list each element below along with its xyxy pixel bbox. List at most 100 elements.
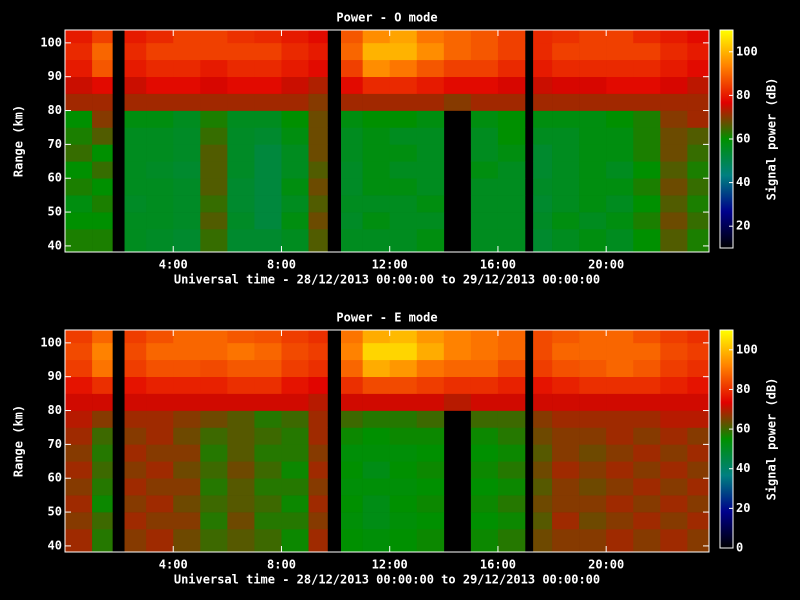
heat-cell: [200, 30, 228, 44]
heat-cell: [389, 461, 418, 479]
heat-cell: [254, 228, 282, 253]
heat-cell: [65, 410, 93, 428]
heat-cell: [308, 93, 328, 111]
heat-cell: [416, 342, 445, 361]
heat-cell: [281, 342, 309, 361]
heat-cell: [552, 512, 580, 530]
heat-cell: [416, 195, 445, 213]
heat-cell: [65, 359, 93, 378]
plot-frame: [64, 29, 710, 253]
heat-cell: [173, 427, 201, 445]
heat-cell: [200, 427, 228, 445]
heat-cell: [533, 161, 553, 179]
heat-cell: [660, 512, 688, 530]
heat-cell: [687, 444, 710, 462]
heat-cell: [124, 93, 147, 111]
heat-cell: [552, 393, 580, 411]
heat-cell: [660, 495, 688, 513]
heat-cell: [389, 444, 418, 462]
heat-cell: [227, 495, 255, 513]
heat-cell: [552, 359, 580, 378]
heat-cell: [579, 178, 607, 196]
heat-cell: [416, 444, 445, 462]
heat-cell: [579, 528, 607, 553]
heat-cell: [633, 342, 661, 361]
heat-cell: [416, 76, 445, 94]
heat-cell: [65, 376, 93, 394]
heat-cell: [687, 30, 710, 44]
heat-cell: [146, 512, 174, 530]
heat-cell: [687, 76, 710, 94]
heat-cell: [579, 42, 607, 61]
heat-cell: [443, 376, 472, 394]
heat-cell: [389, 76, 418, 94]
heat-cell: [687, 144, 710, 162]
heat-cell: [341, 495, 363, 513]
heat-cell: [552, 330, 580, 344]
heat-cell: [362, 410, 391, 428]
y-tick-label: 90: [48, 69, 62, 83]
y-tick-label: 60: [48, 471, 62, 485]
heat-cell: [92, 30, 113, 44]
heat-cell: [281, 127, 309, 145]
heat-cell: [389, 393, 418, 411]
heat-cell: [389, 342, 418, 361]
heat-cell: [92, 195, 113, 213]
heat-cell: [92, 444, 113, 462]
heat-cell: [124, 461, 147, 479]
heat-cell: [533, 427, 553, 445]
heat-cell: [341, 444, 363, 462]
heat-cell: [687, 93, 710, 111]
heat-cell: [308, 212, 328, 230]
heat-cell: [254, 161, 282, 179]
heat-cell: [660, 342, 688, 361]
heat-cell: [497, 127, 526, 145]
heat-cell: [552, 478, 580, 496]
heat-cell: [92, 461, 113, 479]
heat-cell: [362, 212, 391, 230]
heat-cell: [200, 359, 228, 378]
heat-cell: [341, 161, 363, 179]
heat-cell: [389, 528, 418, 553]
heat-cell: [227, 444, 255, 462]
heat-cell: [687, 359, 710, 378]
heat-cell: [389, 161, 418, 179]
heat-cell: [254, 195, 282, 213]
heat-cell: [606, 393, 634, 411]
colorbar-tick-label: 0: [736, 541, 743, 555]
heat-cell: [660, 478, 688, 496]
heat-cell: [633, 461, 661, 479]
heat-cell: [660, 393, 688, 411]
heat-cell: [92, 110, 113, 128]
heat-cell: [92, 512, 113, 530]
x-tick-label: 20:00: [588, 258, 624, 272]
heat-cell: [362, 444, 391, 462]
heat-cell: [633, 228, 661, 253]
heat-cell: [227, 178, 255, 196]
heat-cell: [281, 161, 309, 179]
heat-cell: [281, 195, 309, 213]
heat-cell: [660, 228, 688, 253]
heat-cell: [533, 127, 553, 145]
heat-cell: [65, 161, 93, 179]
heat-cell: [281, 512, 309, 530]
heat-cell: [65, 59, 93, 78]
heat-cell: [497, 42, 526, 61]
heat-cell: [552, 195, 580, 213]
heat-cell: [497, 93, 526, 111]
heat-cell: [443, 359, 472, 378]
heat-cell: [254, 178, 282, 196]
heat-cell: [687, 376, 710, 394]
heat-cell: [341, 427, 363, 445]
heat-cell: [606, 195, 634, 213]
heat-cell: [416, 110, 445, 128]
heat-cell: [606, 359, 634, 378]
heat-cell: [416, 59, 445, 78]
heat-cell: [533, 212, 553, 230]
heat-cell: [687, 195, 710, 213]
y-tick-label: 40: [48, 238, 62, 252]
heat-cell: [341, 178, 363, 196]
heat-cell: [227, 342, 255, 361]
heat-cell: [254, 93, 282, 111]
